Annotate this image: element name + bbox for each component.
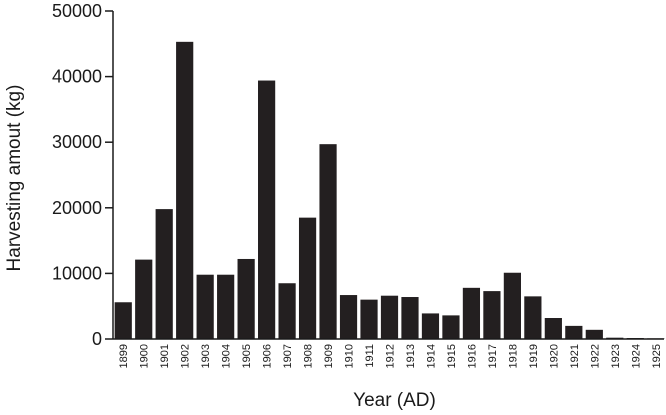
- y-tick-label-30000: 30000: [52, 132, 102, 152]
- bar-1922: [585, 329, 603, 339]
- y-tick-label-0: 0: [92, 329, 102, 349]
- y-tick-label-40000: 40000: [52, 67, 102, 87]
- x-tick-label-1911: 1911: [364, 344, 376, 368]
- y-axis-title: Harvesting amout (kg): [4, 85, 25, 272]
- bar-1902: [176, 41, 194, 339]
- x-tick-label-1904: 1904: [221, 344, 233, 368]
- x-tick-label-1915: 1915: [446, 344, 458, 368]
- bar-1921: [565, 325, 583, 339]
- bar-1916: [462, 287, 481, 339]
- bars-group: [114, 41, 665, 339]
- y-ticks-group: 0 10000 20000 30000 40000 50000: [52, 1, 113, 349]
- x-tick-label-1919: 1919: [528, 344, 540, 368]
- axes-group: [112, 11, 664, 340]
- x-tick-label-1920: 1920: [548, 344, 560, 368]
- bar-1900: [135, 259, 153, 339]
- y-tick-label-10000: 10000: [52, 263, 102, 283]
- x-tick-label-1925: 1925: [651, 344, 663, 368]
- x-tick-label-1900: 1900: [139, 344, 151, 368]
- y-tick-label-50000: 50000: [52, 1, 102, 21]
- bar-1903: [196, 274, 214, 339]
- x-tick-label-1905: 1905: [241, 344, 253, 368]
- bar-1899: [114, 302, 132, 339]
- bar-1914: [421, 313, 440, 339]
- bar-1906: [258, 80, 276, 339]
- bar-1920: [544, 318, 562, 339]
- y-tick-label-20000: 20000: [52, 198, 102, 218]
- bar-1908: [298, 217, 317, 339]
- x-tick-label-1914: 1914: [425, 344, 437, 368]
- bar-1918: [503, 272, 521, 339]
- x-axis-title: Year (AD): [353, 390, 436, 411]
- x-tick-label-1921: 1921: [569, 344, 581, 368]
- bar-1913: [401, 297, 419, 339]
- x-tick-label-1922: 1922: [589, 344, 601, 368]
- bar-1912: [380, 295, 399, 339]
- x-tick-label-1908: 1908: [303, 344, 315, 368]
- bar-1919: [524, 296, 542, 339]
- x-tick-label-1899: 1899: [118, 344, 130, 368]
- x-tick-label-1909: 1909: [323, 344, 335, 368]
- bar-1901: [155, 209, 173, 339]
- bar-1915: [442, 315, 460, 339]
- bar-1911: [360, 299, 378, 339]
- x-tick-label-1924: 1924: [630, 344, 642, 368]
- x-tick-label-1910: 1910: [344, 344, 356, 368]
- x-tick-label-1916: 1916: [466, 344, 478, 368]
- x-tick-label-1901: 1901: [159, 344, 171, 368]
- bar-1904: [217, 274, 235, 339]
- x-tick-label-1907: 1907: [282, 344, 294, 368]
- x-ticks-group: 1899 1900 1901 1902 1903 1904 1905 1906 1907 1908…: [118, 344, 663, 368]
- x-tick-label-1902: 1902: [180, 344, 192, 368]
- bar-1909: [319, 144, 337, 339]
- x-tick-label-1918: 1918: [507, 344, 519, 368]
- bar-1905: [237, 258, 255, 339]
- x-tick-label-1906: 1906: [262, 344, 274, 368]
- x-tick-label-1903: 1903: [200, 344, 212, 368]
- bar-1917: [483, 291, 501, 339]
- x-tick-label-1917: 1917: [487, 344, 499, 368]
- x-tick-label-1913: 1913: [405, 344, 417, 368]
- x-tick-label-1912: 1912: [385, 344, 397, 368]
- bar-1910: [339, 295, 358, 339]
- bar-1907: [278, 283, 296, 339]
- x-tick-label-1923: 1923: [610, 344, 622, 368]
